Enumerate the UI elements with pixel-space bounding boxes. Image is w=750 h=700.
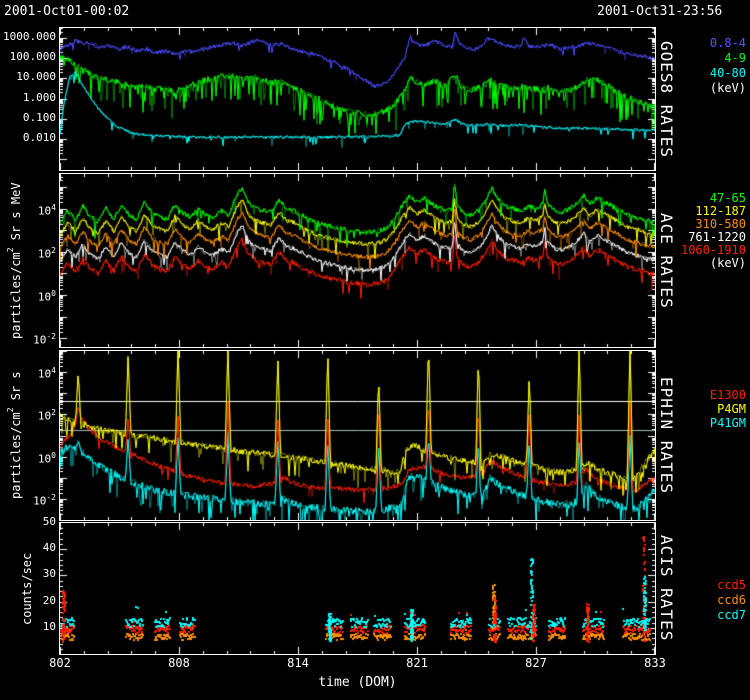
- x-tick-label: 827: [525, 656, 547, 670]
- y-tick-label: 0.010: [22, 131, 56, 145]
- x-axis-title: time (DOM): [318, 675, 397, 690]
- y-tick-label: 40: [42, 541, 56, 555]
- y-tick-label: 0.100: [22, 110, 56, 124]
- panel-goes8: [59, 27, 656, 171]
- pow-exp: 0: [51, 450, 56, 460]
- y-tick-label: 104: [38, 201, 56, 219]
- start-timestamp: 2001-Oct01-00:02: [4, 4, 130, 19]
- pow-base: 10: [37, 367, 52, 381]
- x-tick-label: 808: [168, 656, 190, 670]
- pow-base: 10: [37, 247, 52, 261]
- legend-item-ace: 761-1220: [688, 230, 746, 244]
- x-tick-label: 802: [49, 656, 71, 670]
- panel-ephin: [59, 350, 656, 521]
- pow-exp: -2: [46, 492, 56, 502]
- y-axis-title-text: Sr s MeV: [9, 182, 23, 248]
- y-tick-label: 100.000: [9, 50, 56, 64]
- legend-item-goes8: (keV): [709, 81, 746, 95]
- legend-item-acis: ccd7: [717, 608, 746, 622]
- panel-title-goes8: GOES8 RATES: [657, 40, 676, 158]
- y-axis-title-text: counts/sec: [20, 552, 34, 625]
- legend-item-acis: ccd5: [717, 578, 746, 592]
- legend-item-ephin: P41GM: [709, 416, 746, 430]
- y-tick-label: 1.000: [22, 90, 56, 104]
- y-tick-label: 10-2: [33, 330, 56, 348]
- y-tick-label: 10.000: [16, 70, 56, 84]
- x-tick-label: 833: [644, 656, 666, 670]
- legend-item-acis: ccd6: [717, 593, 746, 607]
- goes8-plot-canvas: [60, 28, 655, 170]
- panel-title-ephin: EPHIN RATES: [657, 377, 676, 494]
- panel-title-ace: ACE RATES: [657, 212, 676, 309]
- legend-item-ace: 112-187: [695, 204, 746, 218]
- y-axis-title-text: particles/cm: [9, 412, 23, 500]
- y-tick-label: 104: [38, 364, 56, 382]
- acis-plot-canvas: [60, 523, 655, 654]
- pow-exp: -2: [46, 332, 56, 342]
- legend-ephin: E1300 P4GM P41GM: [678, 388, 746, 430]
- y-axis-title-acis: counts/sec: [20, 523, 36, 654]
- pow-base: 10: [37, 290, 52, 304]
- pow-exp: 4: [51, 366, 56, 376]
- y-axis-title-ephin: particles/cm2 Sr s: [6, 351, 23, 520]
- legend-item-ephin: P4GM: [717, 402, 746, 416]
- y-tick-label: 10: [42, 619, 56, 633]
- legend-ace: 47-65 112-187 310-580 761-1220 1060-1910 (keV…: [678, 192, 746, 270]
- panel-acis: [59, 522, 656, 655]
- pow-exp: 4: [51, 202, 56, 212]
- legend-acis: ccd5 ccd6 ccd7: [678, 578, 746, 623]
- y-axis-title-text: particles/cm: [9, 252, 23, 339]
- x-tick-label: 814: [287, 656, 309, 670]
- pow-base: 10: [37, 452, 52, 466]
- x-tick-label: 821: [406, 656, 428, 670]
- pow-base: 10: [37, 204, 52, 218]
- y-tick-label: 30: [42, 567, 56, 581]
- legend-item-ace: (keV): [709, 256, 746, 270]
- y-axis-title-text: Sr s: [9, 371, 23, 408]
- y-tick-label: 20: [42, 593, 56, 607]
- y-tick-label: 1000.000: [3, 29, 56, 43]
- legend-item-goes8: 40-80: [709, 66, 746, 80]
- pow-base: 10: [37, 410, 52, 424]
- pow-exp: 2: [51, 245, 56, 255]
- y-tick-label: 102: [38, 244, 56, 262]
- y-axis-title-ace: particles/cm2 Sr s MeV: [6, 174, 23, 347]
- y-tick-label: 100: [38, 287, 56, 305]
- panel-ace: [59, 173, 656, 348]
- legend-item-ace: 47-65: [709, 191, 746, 205]
- y-tick-label: 102: [38, 406, 56, 424]
- pow-base: 10: [33, 494, 47, 508]
- pow-exp: 2: [6, 247, 15, 253]
- legend-item-goes8: 4-9: [724, 51, 746, 65]
- y-tick-label: 10-2: [33, 491, 56, 509]
- ephin-plot-canvas: [60, 351, 655, 520]
- pow-exp: 2: [51, 408, 56, 418]
- ace-plot-canvas: [60, 174, 655, 347]
- panel-title-acis: ACIS RATES: [657, 535, 676, 642]
- pow-exp: 2: [6, 407, 15, 413]
- legend-item-ace: 310-580: [695, 217, 746, 231]
- y-tick-label: 50: [42, 515, 56, 528]
- legend-goes8: 0.8-4 4-9 40-80 (keV): [678, 36, 746, 96]
- legend-item-ephin: E1300: [709, 388, 746, 402]
- pow-base: 10: [33, 334, 47, 347]
- y-tick-label: 100: [38, 449, 56, 467]
- pow-exp: 0: [51, 289, 56, 299]
- legend-item-ace: 1060-1910: [680, 243, 746, 257]
- end-timestamp: 2001-Oct31-23:56: [597, 4, 723, 19]
- legend-item-goes8: 0.8-4: [709, 36, 746, 50]
